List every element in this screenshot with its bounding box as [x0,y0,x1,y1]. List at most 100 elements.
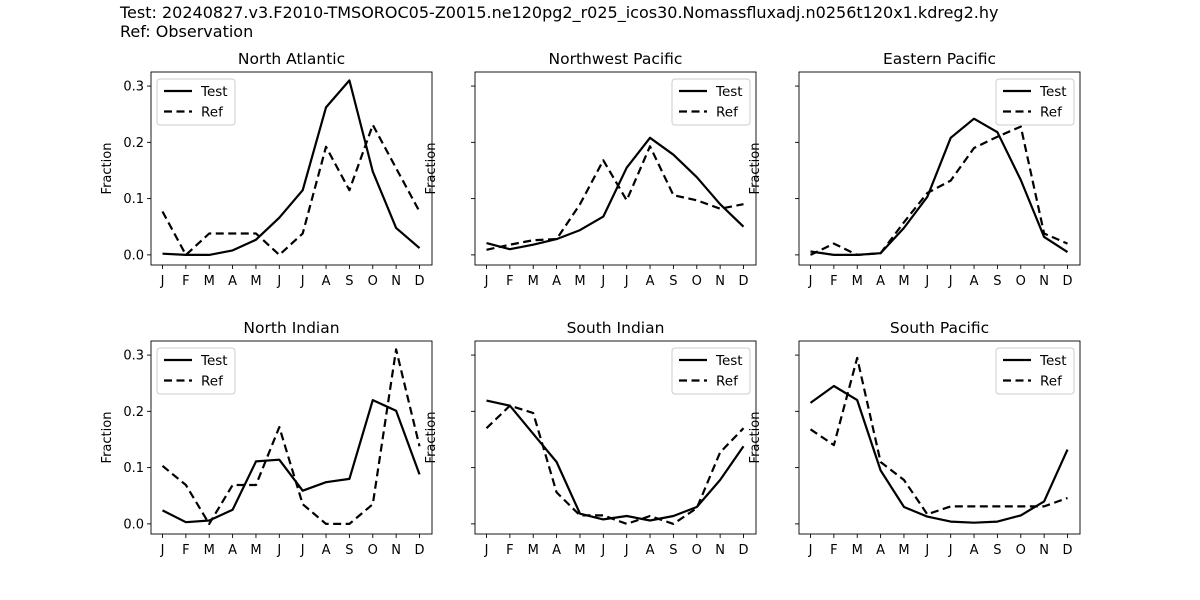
y-axis-label: Fraction [100,143,115,195]
y-tick-label: 0.3 [123,80,144,95]
x-tick-label: A [970,274,979,289]
x-tick-label: J [624,274,629,289]
x-tick-label: N [391,274,401,289]
x-tick-label: J [948,274,953,289]
x-tick-label: A [970,543,979,558]
legend: Test Ref [156,347,236,395]
legend-label: Ref [201,105,224,121]
figure-header: Test: 20240827.v3.F2010-TMSOROC05-Z0015.… [120,3,998,41]
series-line-test [809,384,1069,524]
x-tick-label: S [345,543,353,558]
x-tick-label: S [993,274,1001,289]
x-tick-label: J [808,274,813,289]
x-tick-label: J [924,274,929,289]
legend-label: Test [715,84,743,100]
legend-label: Test [200,84,228,100]
x-tick-label: O [692,543,702,558]
x-tick-label: D [1062,274,1072,289]
x-tick-label: O [368,274,378,289]
x-tick-label: N [1039,543,1049,558]
y-tick-label: 0.1 [123,192,144,207]
x-tick-label: O [692,274,702,289]
axes-frame [150,340,433,535]
y-tick-label: 0.2 [123,405,144,420]
axes-frame [474,340,757,535]
x-tick-label: J [276,543,281,558]
y-axis-label: Fraction [424,143,439,195]
x-tick-label: A [646,543,655,558]
y-axis-label: Fraction [748,412,763,464]
series-line-test [486,399,745,522]
series-line-test [162,399,421,524]
x-tick-label: A [322,274,331,289]
x-tick-label: J [276,274,281,289]
x-tick-label: J [484,543,489,558]
x-tick-label: S [345,274,353,289]
legend-label: Ref [1040,374,1063,390]
x-tick-label: M [574,274,585,289]
legend-label: Ref [201,374,224,390]
x-tick-label: A [322,543,331,558]
legend: Test Ref [671,78,751,126]
x-tick-label: N [1039,274,1049,289]
series-line-ref [485,404,745,526]
legend-label: Ref [1040,105,1063,121]
x-tick-label: D [1062,543,1072,558]
test-title: Test: 20240827.v3.F2010-TMSOROC05-Z0015.… [120,3,999,22]
chart-title: South Pacific [890,319,989,337]
x-tick-label: D [414,274,424,289]
x-tick-label: J [300,543,305,558]
series-line-test [810,117,1069,256]
y-axis-label: Fraction [424,412,439,464]
x-tick-label: F [506,274,513,289]
x-tick-label: J [300,274,305,289]
axes-frame [798,71,1081,266]
legend: Test Ref [995,347,1075,395]
x-tick-label: M [204,543,215,558]
axes-frame [150,71,433,266]
y-tick-label: 0.3 [123,349,144,364]
x-tick-label: M [250,543,261,558]
x-tick-label: J [600,543,605,558]
x-tick-label: A [228,274,237,289]
x-tick-label: O [1016,543,1026,558]
x-tick-label: J [924,543,929,558]
x-tick-label: J [160,543,165,558]
ref-title: Ref: Observation [120,22,254,41]
x-tick-label: A [876,543,885,558]
legend-label: Test [1039,84,1067,100]
x-tick-label: J [600,274,605,289]
series-line-ref [486,145,744,251]
x-tick-label: M [898,274,909,289]
x-tick-label: J [624,543,629,558]
x-tick-label: M [528,274,539,289]
legend-label: Ref [716,374,739,390]
x-tick-label: F [506,543,513,558]
series-line-ref [810,125,1068,256]
x-tick-label: M [250,274,261,289]
chart-title: Eastern Pacific [883,50,996,68]
legend-label: Test [1039,353,1067,369]
x-tick-label: F [830,543,837,558]
x-tick-label: M [898,543,909,558]
x-tick-label: A [228,543,237,558]
x-tick-label: A [552,274,561,289]
axes-frame [798,340,1081,535]
y-tick-label: 0.0 [123,248,144,263]
x-tick-label: D [738,543,748,558]
legend: Test Ref [671,347,751,395]
series-line-test [162,79,421,256]
legend-label: Ref [716,105,739,121]
x-tick-label: A [552,543,561,558]
chart-title: Northwest Pacific [549,50,683,68]
y-tick-label: 0.0 [123,517,144,532]
x-tick-label: J [484,274,489,289]
x-tick-label: N [391,543,401,558]
y-tick-label: 0.2 [123,136,144,151]
